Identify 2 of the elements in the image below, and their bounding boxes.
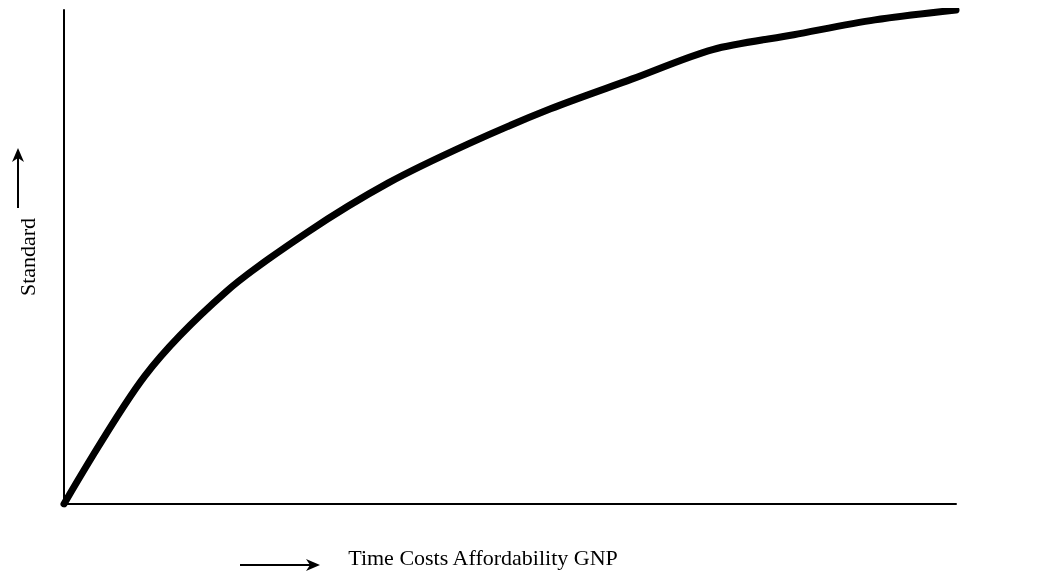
x-axis-title: Time Costs Affordability GNP (348, 544, 618, 570)
y-axis-title: Standard (14, 217, 40, 297)
